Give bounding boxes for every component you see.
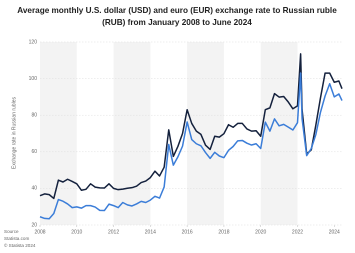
chart-title: (RUB) from January 2008 to June 2024 xyxy=(102,18,252,27)
chart-title: Average monthly U.S. dollar (USD) and eu… xyxy=(17,6,337,15)
y-tick-label: 120 xyxy=(29,39,38,45)
y-tick-label: 60 xyxy=(31,149,37,155)
grid-band xyxy=(260,42,298,225)
y-tick-label: 100 xyxy=(29,76,38,82)
x-tick-label: 2008 xyxy=(34,229,45,235)
x-tick-label: 2012 xyxy=(108,229,119,235)
source: © Statista 2024 xyxy=(4,242,36,248)
x-tick-label: 2024 xyxy=(329,229,340,235)
series-line xyxy=(39,53,343,200)
x-tick-label: 2020 xyxy=(255,229,266,235)
x-tick-label: 2022 xyxy=(292,229,303,235)
grid-band xyxy=(113,42,151,225)
y-tick-label: 80 xyxy=(31,113,37,119)
source: Source xyxy=(4,229,19,234)
x-tick-label: 2016 xyxy=(182,229,193,235)
x-tick-label: 2018 xyxy=(218,229,229,235)
grid-band xyxy=(187,42,224,225)
series-line xyxy=(39,72,343,220)
y-tick-label: 20 xyxy=(31,222,37,228)
y-tick-label: 40 xyxy=(31,186,37,192)
source: Statista.com xyxy=(4,236,29,241)
x-tick-label: 2010 xyxy=(71,229,82,235)
y-axis-label: Exchange rate in Russian rubles xyxy=(11,97,17,169)
grid-band xyxy=(40,42,77,225)
x-tick-label: 2014 xyxy=(145,229,156,235)
